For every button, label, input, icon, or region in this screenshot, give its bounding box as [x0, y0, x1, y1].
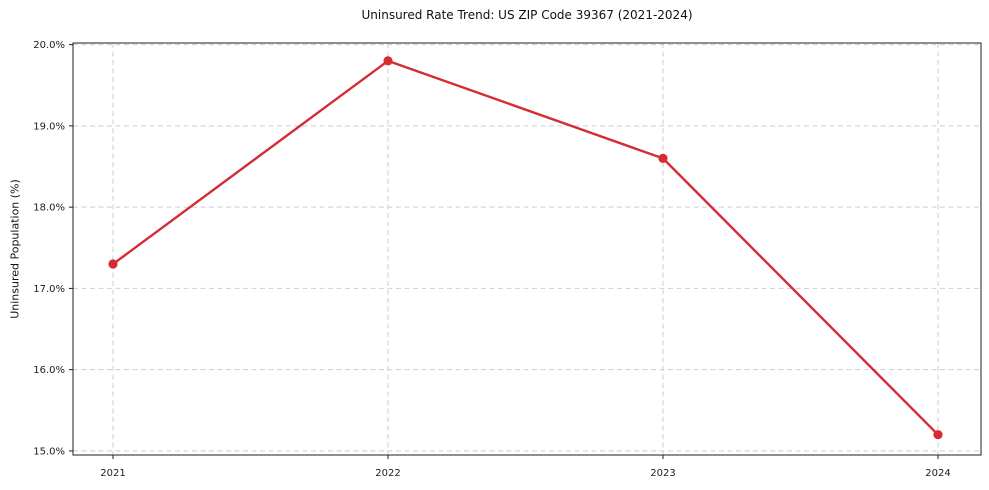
- data-point-2022: [383, 56, 393, 66]
- y-tick-label: 19.0%: [33, 121, 65, 132]
- x-tick-label: 2021: [100, 468, 125, 479]
- y-tick-label: 17.0%: [33, 284, 65, 295]
- plot-border: [72, 42, 982, 456]
- data-point-2021: [108, 259, 118, 269]
- y-tick-label: 15.0%: [33, 446, 65, 457]
- x-tick-label: 2023: [650, 468, 675, 479]
- y-tick-label: 20.0%: [33, 40, 65, 51]
- y-tick-label: 16.0%: [33, 365, 65, 376]
- x-tick-label: 2022: [375, 468, 400, 479]
- trend-line: [111, 59, 940, 436]
- x-tick-label: 2024: [925, 468, 950, 479]
- data-point-2023: [658, 153, 668, 163]
- y-tick-label: 18.0%: [33, 203, 65, 214]
- chart-title: Uninsured Rate Trend: US ZIP Code 39367 …: [361, 8, 693, 22]
- data-point-2024: [933, 430, 943, 440]
